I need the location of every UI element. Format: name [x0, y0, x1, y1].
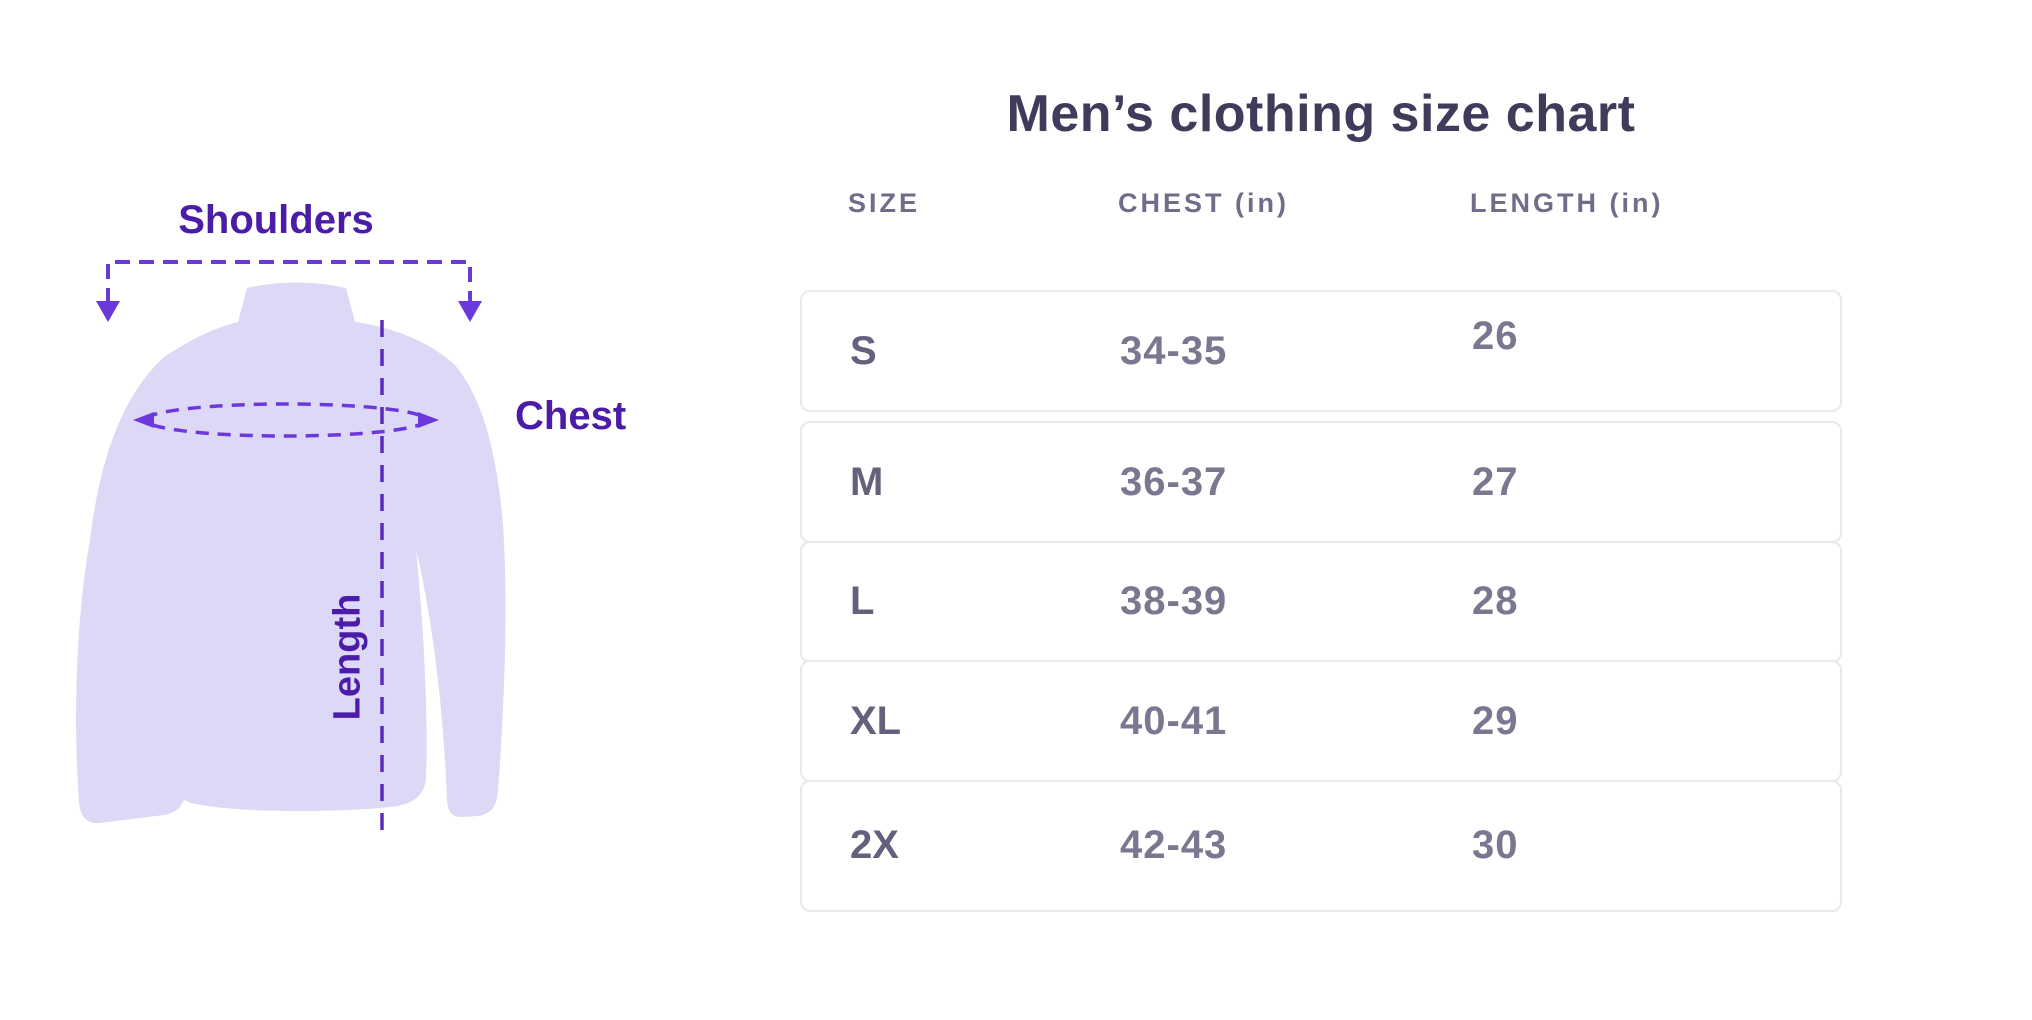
size-cell: XL	[850, 698, 902, 743]
shoulders-label: Shoulders	[178, 198, 374, 242]
column-header-chest: CHEST (in)	[1118, 188, 1289, 218]
length-label: Length	[326, 593, 369, 721]
length-cell: 29	[1472, 698, 1519, 743]
size-cell: L	[850, 579, 875, 623]
size-cell: S	[850, 328, 877, 373]
chest-cell: 34-35	[1120, 328, 1228, 373]
shirt-silhouette	[76, 282, 506, 824]
shoulders-measure-line	[106, 260, 472, 303]
length-cell: 30	[1472, 823, 1519, 867]
table-row: XL 40-41 29	[800, 660, 1842, 782]
chest-arrow-left-icon	[133, 412, 154, 428]
shirt-illustration	[76, 260, 506, 832]
size-cell: 2X	[850, 823, 899, 867]
chest-cell: 42-43	[1120, 823, 1228, 867]
length-cell: 26	[1472, 313, 1519, 358]
size-cell: M	[850, 459, 884, 504]
table-row: L 38-39 28	[800, 540, 1842, 663]
chest-cell: 36-37	[1120, 459, 1228, 504]
chest-label: Chest	[515, 394, 627, 438]
chest-cell: 40-41	[1120, 698, 1228, 743]
table-row: S 34-35 26	[800, 290, 1842, 412]
length-cell: 28	[1472, 579, 1519, 623]
shoulders-arrow-left-icon	[96, 301, 120, 322]
length-cell: 27	[1472, 459, 1519, 504]
page-title: Men’s clothing size chart	[1006, 85, 1636, 143]
chest-arrow-right-icon	[418, 412, 439, 428]
shoulders-arrow-right-icon	[458, 301, 482, 322]
column-header-length: LENGTH (in)	[1470, 188, 1664, 218]
table-row: 2X 42-43 30	[800, 779, 1842, 912]
table-row: M 36-37 27	[800, 421, 1842, 543]
size-table-body: S 34-35 26 M 36-37 27 L 38-39 28 XL 40-4…	[800, 290, 1842, 912]
table-header-row: SIZE CHEST (in) LENGTH (in)	[800, 188, 1842, 219]
shirt-measurement-diagram: Shoulders Chest Length	[0, 0, 700, 1020]
column-header-size: SIZE	[848, 188, 921, 218]
chest-cell: 38-39	[1120, 579, 1228, 623]
